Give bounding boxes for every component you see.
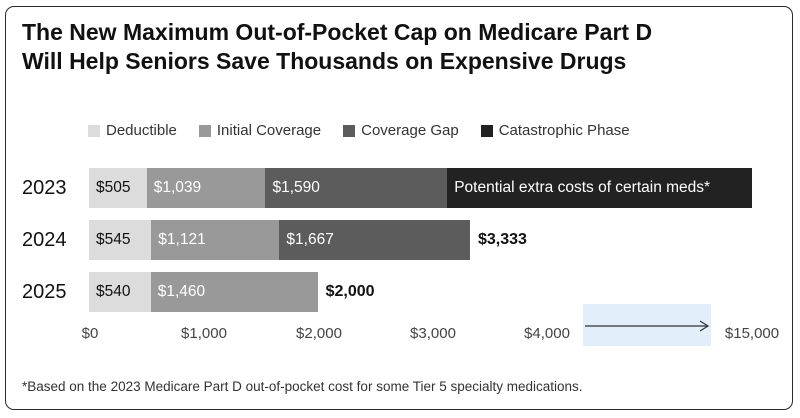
bar-2025-deductible (89, 272, 151, 312)
bar-label-2024-coverage-gap: $1,667 (286, 231, 334, 248)
y-label-2025: 2025 (22, 281, 67, 303)
bar-label-2025-deductible: $540 (96, 283, 131, 300)
legend-label-catastrophic: Catastrophic Phase (498, 122, 630, 139)
bar-2024-coverage-gap (279, 220, 470, 260)
legend-item-coverage-gap: Coverage Gap (343, 122, 459, 139)
y-label-2023: 2023 (22, 177, 67, 199)
legend-swatch-coverage-gap (343, 124, 356, 137)
legend-item-initial-coverage: Initial Coverage (198, 122, 322, 139)
title-line-1: The New Maximum Out-of-Pocket Cap on Med… (22, 19, 653, 45)
bar-label-2023-coverage-gap: $1,590 (272, 179, 320, 196)
bar-2025-initial-coverage (150, 272, 318, 312)
total-label-2025: $2,000 (325, 283, 375, 300)
axis-break-box (583, 304, 711, 346)
x-tick-0: $0 (81, 325, 99, 342)
bar-2023-deductible (89, 168, 147, 208)
x-tick-15000: $15,000 (724, 325, 780, 342)
bar-2023-initial-coverage (146, 168, 266, 208)
legend-swatch-catastrophic (480, 124, 493, 137)
bar-label-2024-deductible: $545 (96, 231, 131, 248)
bar-2024-initial-coverage (151, 220, 280, 260)
bar-label-2023-deductible: $505 (96, 179, 131, 196)
bar-label-2025-initial-coverage: $1,460 (157, 283, 206, 300)
bar-2024-deductible (89, 220, 152, 260)
bar-2023-catastrophic (447, 168, 752, 208)
footnote: *Based on the 2023 Medicare Part D out-o… (22, 379, 583, 394)
chart-legend: Deductible Initial Coverage Coverage Gap… (88, 122, 652, 139)
chart-title: The New Maximum Out-of-Pocket Cap on Med… (22, 18, 782, 76)
legend-swatch-initial-coverage (198, 124, 211, 137)
legend-swatch-deductible (88, 124, 100, 137)
legend-item-catastrophic: Catastrophic Phase (480, 122, 630, 139)
legend-label-initial-coverage: Initial Coverage (216, 122, 322, 139)
legend-label-coverage-gap: Coverage Gap (361, 122, 459, 139)
total-label-2024: $3,333 (477, 231, 527, 248)
title-line-2: Will Help Seniors Save Thousands on Expe… (22, 48, 627, 74)
x-tick-1000: $1,000 (181, 325, 227, 342)
bar-label-2023-initial-coverage: $1,039 (153, 179, 202, 196)
chart-frame (5, 6, 793, 410)
x-tick-3000: $3,000 (410, 325, 456, 342)
legend-item-deductible: Deductible (88, 122, 177, 139)
bar-2023-coverage-gap (265, 168, 448, 208)
y-label-2024: 2024 (22, 229, 67, 251)
legend-label-deductible: Deductible (106, 122, 177, 139)
x-tick-4000: $4,000 (524, 325, 570, 342)
bar-label-2023-catastrophic: Potential extra costs of certain meds* (454, 179, 711, 196)
x-tick-2000: $2,000 (296, 325, 342, 342)
bar-label-2024-initial-coverage: $1,121 (158, 231, 206, 248)
axis-break-arrow-icon (585, 320, 710, 332)
